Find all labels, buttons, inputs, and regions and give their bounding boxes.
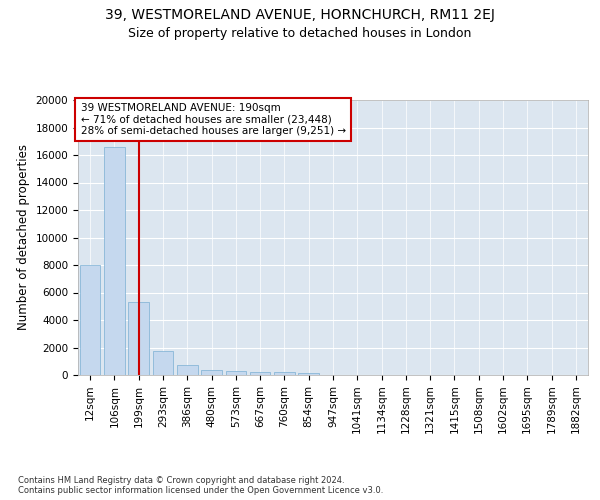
- Y-axis label: Number of detached properties: Number of detached properties: [17, 144, 30, 330]
- Text: 39 WESTMORELAND AVENUE: 190sqm
← 71% of detached houses are smaller (23,448)
28%: 39 WESTMORELAND AVENUE: 190sqm ← 71% of …: [80, 103, 346, 136]
- Bar: [104, 147, 125, 375]
- Text: Contains HM Land Registry data © Crown copyright and database right 2024.
Contai: Contains HM Land Registry data © Crown c…: [18, 476, 383, 495]
- Text: 39, WESTMORELAND AVENUE, HORNCHURCH, RM11 2EJ: 39, WESTMORELAND AVENUE, HORNCHURCH, RM1…: [105, 8, 495, 22]
- Bar: [80, 265, 100, 375]
- Bar: [152, 351, 173, 375]
- Text: Size of property relative to detached houses in London: Size of property relative to detached ho…: [128, 28, 472, 40]
- Bar: [298, 372, 319, 375]
- Bar: [226, 371, 246, 375]
- Bar: [274, 372, 295, 375]
- Bar: [128, 302, 149, 375]
- Bar: [177, 366, 197, 375]
- Bar: [201, 370, 222, 375]
- Bar: [250, 372, 271, 375]
